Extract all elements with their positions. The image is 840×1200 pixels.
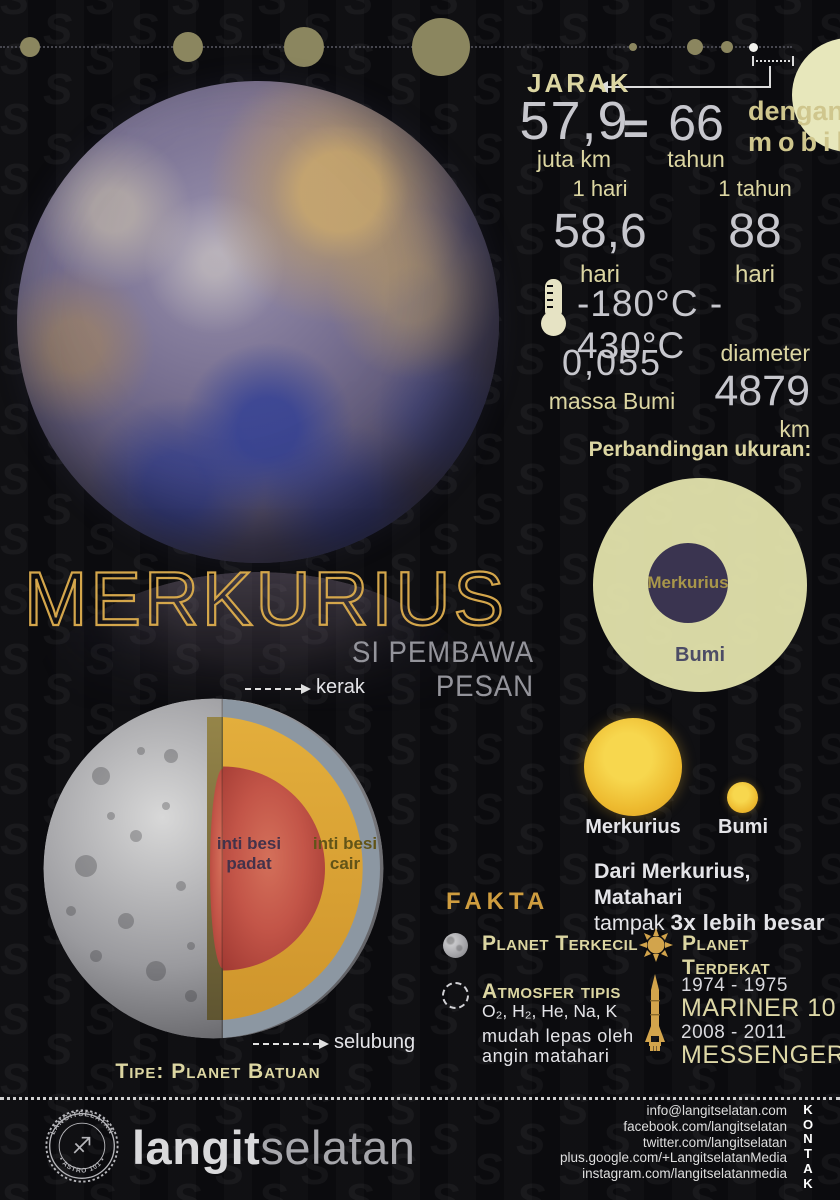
rotation-value: 58,6: [553, 205, 647, 258]
brand-bold: langit: [132, 1121, 261, 1174]
contact-email-link[interactable]: info@langitselatan.com: [646, 1103, 787, 1118]
distance-value: 57,9: [519, 91, 629, 151]
earth-size-label: Bumi: [675, 644, 725, 666]
sun-from-earth-icon: [727, 782, 758, 813]
sun-view-mercury-label: Merkurius: [585, 816, 681, 838]
brand-light: selatan: [260, 1121, 416, 1174]
arrow-left-icon: [597, 81, 608, 93]
mantle-arrow-line: [253, 1043, 319, 1045]
planet-uranus-icon: [173, 32, 203, 62]
small-planet-icon: [443, 933, 468, 958]
orbit-value: 88: [728, 205, 782, 258]
rotation-label: 1 hari: [572, 176, 628, 201]
contact-facebook-link[interactable]: facebook.com/langitselatan: [623, 1118, 787, 1134]
orbit-unit: hari: [734, 261, 776, 288]
car-note-line1: dengan: [748, 96, 840, 126]
mass-stat: 0,055 massa Bumi: [548, 342, 676, 415]
thermometer-icon: [541, 279, 566, 336]
planet-jupiter-icon: [412, 18, 470, 76]
sun-from-mercury-icon: [584, 718, 682, 816]
atmosphere-note-line1: mudah lepas oleh: [482, 1026, 634, 1046]
liquid-core-label: inti besi cair: [312, 834, 378, 873]
smallest-planet-label: Planet Terkecil: [482, 932, 639, 955]
equals-sign: =: [623, 104, 649, 153]
sun-view-caption-line1: Dari Merkurius, Matahari: [594, 859, 751, 909]
planet-neptune-icon: [20, 37, 40, 57]
planet-mars-icon: [629, 43, 637, 51]
planet-type-label: Tipe: Planet Batuan: [115, 1060, 321, 1083]
solid-core-label: inti besi padat: [216, 834, 282, 873]
planet-earth-icon: [687, 39, 703, 55]
langitselatan-stamp-logo: LANGITSELATAN • ASTRO 101 • ♐: [45, 1109, 119, 1183]
size-comparison-heading: Perbandingan ukuran:: [588, 438, 812, 461]
facts-heading: FAKTA: [446, 888, 550, 915]
closest-planet-label: Planet Terdekat: [682, 932, 771, 979]
atmosphere-title: Atmosfer tipis: [482, 980, 621, 1003]
mass-value: 0,055: [561, 342, 663, 383]
sun-closest-icon: [639, 928, 673, 962]
centaur-archer-icon: ♐: [72, 1134, 92, 1160]
contact-twitter-link[interactable]: twitter.com/langitselatan: [642, 1134, 787, 1150]
thin-atmosphere-icon: [442, 982, 469, 1009]
crust-arrow-icon: [301, 684, 311, 694]
distance-unit: juta km: [536, 146, 612, 172]
distance-bracket: [752, 56, 794, 66]
mercury-size-circle: Merkurius: [647, 543, 729, 623]
crust-arrow-line: [245, 688, 301, 690]
distance-label: JARAK: [527, 68, 632, 98]
footer-separator: [0, 1097, 840, 1100]
car-travel-value: 66: [668, 95, 724, 151]
diameter-label: diameter: [720, 340, 810, 366]
page-title: MERKURIUS: [23, 556, 508, 643]
distance-connector-horizontal: [607, 86, 771, 88]
contact-instagram-link[interactable]: instagram.com/langitselatanmedia: [582, 1166, 787, 1182]
car-travel-unit: tahun: [667, 146, 725, 172]
contact-list: info@langitselatan.com facebook.com/lang…: [440, 1103, 787, 1182]
brand-wordmark: langitselatan: [132, 1120, 415, 1175]
mercury-interior-diagram: [43, 698, 384, 1039]
atmosphere-note-line2: angin matahari: [482, 1046, 610, 1066]
planet-venus-icon: [721, 41, 733, 53]
page-tagline: SI PEMBAWA PESAN: [352, 636, 534, 703]
mission1-name: MARINER 10: [681, 994, 837, 1022]
mass-label: massa Bumi: [548, 388, 676, 414]
orbit-label: 1 tahun: [718, 176, 792, 201]
mantle-arrow-icon: [319, 1039, 329, 1049]
sun-view-caption-line2: tampak 3x lebih besar: [594, 910, 825, 935]
diameter-unit: km: [779, 416, 810, 442]
planet-saturn-icon: [284, 27, 324, 67]
mercury-planet-image: [17, 81, 499, 563]
sun-view-caption: Dari Merkurius, Matahari tampak 3x lebih…: [594, 858, 840, 936]
atmosphere-elements: O₂, H₂, He, Na, K: [482, 1001, 618, 1021]
planet-mercury-dot-icon: [749, 43, 758, 52]
diameter-value: 4879: [714, 367, 810, 415]
mission1-years: 1974 - 1975: [681, 975, 788, 996]
crust-label: kerak: [316, 676, 365, 698]
rocket-icon: [645, 974, 665, 1051]
sun-view-earth-label: Bumi: [718, 816, 768, 838]
temperature-range: -180°C - 430°C: [577, 283, 724, 366]
mission2-years: 2008 - 2011: [681, 1022, 787, 1043]
car-note-line2: mobil: [748, 127, 840, 157]
diameter-stat: diameter 4879 km: [698, 340, 810, 443]
rotation-stat: 1 hari 58,6 hari: [530, 176, 670, 289]
rotation-unit: hari: [579, 261, 621, 288]
distance-connector-vertical: [769, 66, 771, 87]
contact-googleplus-link[interactable]: plus.google.com/+LangitselatanMedia: [559, 1150, 787, 1166]
mission2-name: MESSENGER: [681, 1041, 840, 1069]
orbit-dotted-line: [0, 46, 792, 48]
mantle-label: selubung: [334, 1031, 416, 1053]
orbit-stat: 1 tahun 88 hari: [685, 176, 825, 289]
